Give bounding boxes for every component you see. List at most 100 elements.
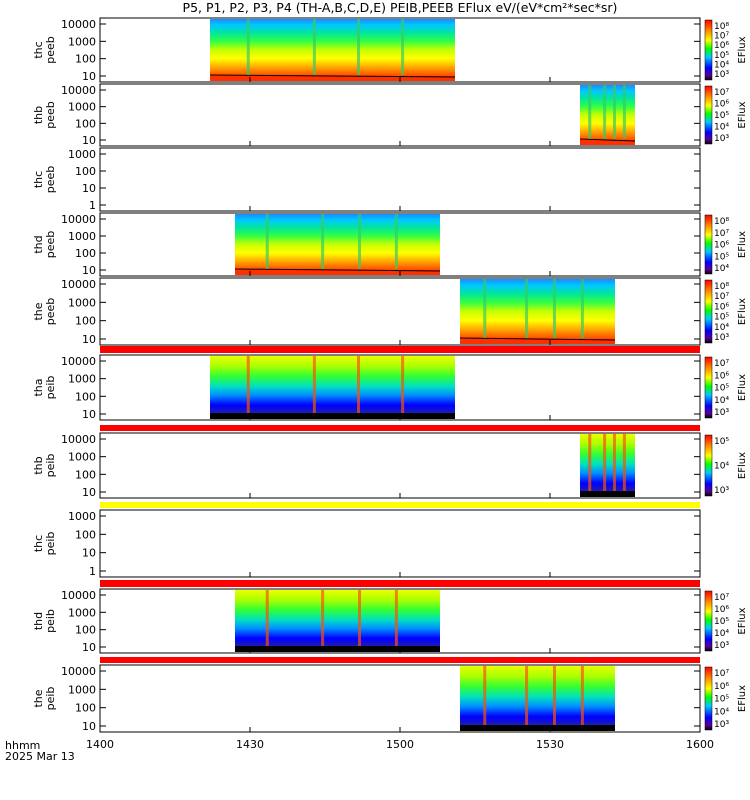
y-tick-label: 100	[75, 165, 96, 178]
colorbar-label: EFlux	[737, 231, 748, 258]
colorbar-tick-label: 10⁴	[714, 60, 729, 70]
colorbar-tick-label: 10⁶	[714, 371, 729, 381]
status-bar	[100, 425, 700, 431]
y-tick-label: 1000	[68, 451, 96, 464]
colorbar-tick-label: 10⁷	[714, 88, 729, 98]
colorbar-tha-peib: 10⁷ 10⁶ 10⁵ 10⁴ 10³ EFlux	[704, 356, 748, 419]
y-axis-label: the	[32, 302, 45, 320]
colorbar-label: EFlux	[737, 374, 748, 401]
streak	[321, 590, 325, 646]
colorbar-the-peib: 10⁷ 10⁶ 10⁵ 10⁴ 10³ EFlux	[704, 666, 748, 731]
colorbar-gradient	[704, 214, 713, 275]
y-axis-label: peeb	[44, 298, 57, 326]
x-axis-label-hhmm: hhmm	[5, 739, 41, 752]
y-axis-label: tha	[32, 378, 45, 396]
panel-thc-peib: 1000 100 10 1 thc peib	[32, 509, 701, 578]
colorbar-gradient	[704, 434, 713, 497]
y-tick-label: 10	[82, 182, 96, 195]
colorbar-tick-label: 10⁵	[714, 437, 729, 447]
colorbar-tick-label: 10⁸	[714, 282, 729, 292]
data-block	[210, 356, 455, 419]
colorbar-tick-label: 10³	[714, 641, 729, 651]
y-tick-label: 1	[89, 199, 96, 212]
data-block-floor	[580, 491, 635, 497]
colorbar-tick-label: 10³	[714, 486, 729, 496]
y-tick-label: 10000	[61, 589, 96, 602]
streak	[401, 19, 405, 75]
colorbar-thb-peib: 10⁵ 10⁴ 10³ EFlux	[704, 434, 748, 497]
y-tick-label: 10	[82, 134, 96, 147]
streak	[580, 279, 584, 338]
y-tick-label: 100	[75, 247, 96, 260]
streak	[401, 356, 405, 413]
colorbar-gradient	[704, 356, 713, 419]
y-axis-label: peib	[44, 687, 57, 711]
streak	[622, 85, 626, 139]
y-tick-label: 1000	[68, 35, 96, 48]
colorbar-tick-label: 10⁷	[714, 292, 729, 302]
y-axis-label: peeb	[44, 36, 57, 64]
y-tick-label: 1	[89, 565, 96, 578]
y-tick-label: 1000	[68, 373, 96, 386]
colorbar-gradient	[704, 19, 713, 81]
streak	[603, 434, 607, 491]
y-axis-label: peeb	[44, 166, 57, 194]
panel-frame	[99, 509, 701, 578]
streak	[525, 666, 529, 725]
y-tick-label: 10	[82, 720, 96, 733]
colorbar-label: EFlux	[737, 452, 748, 479]
colorbar-tick-label: 10⁵	[714, 384, 729, 394]
data-block	[210, 19, 455, 81]
y-tick-label: 10000	[61, 84, 96, 97]
y-tick-label: 100	[75, 390, 96, 403]
y-tick-label: 10	[82, 70, 96, 83]
colorbar-tick-label: 10⁷	[714, 359, 729, 369]
x-tick-label: 1530	[536, 738, 564, 751]
x-tick-label: 1600	[686, 738, 714, 751]
colorbar-tick-label: 10⁶	[714, 41, 729, 51]
y-axis-label: thc	[32, 171, 45, 188]
y-tick-label: 100	[75, 315, 96, 328]
y-tick-label: 10000	[61, 433, 96, 446]
colorbar-tick-label: 10⁷	[714, 593, 729, 603]
y-tick-label: 1000	[68, 683, 96, 696]
colorbar-tick-label: 10⁵	[714, 51, 729, 61]
streak	[613, 434, 616, 491]
streak	[588, 434, 592, 491]
streak	[246, 356, 250, 413]
streak	[312, 19, 316, 75]
streak	[603, 85, 607, 139]
panel-frame	[99, 147, 701, 212]
status-bar	[100, 502, 700, 508]
y-tick-label: 10000	[61, 213, 96, 226]
colorbar-tick-label: 10⁵	[714, 313, 729, 323]
y-tick-label: 1000	[68, 296, 96, 309]
streak	[358, 214, 361, 269]
colorbar-tick-label: 10⁷	[714, 669, 729, 679]
colorbar-tick-label: 10⁵	[714, 695, 729, 705]
colorbar-tick-label: 10⁶	[714, 241, 729, 251]
x-tick-label: 1430	[236, 738, 264, 751]
y-tick-label: 100	[75, 624, 96, 637]
y-axis-label: thc	[32, 41, 45, 58]
colorbar-tick-label: 10⁴	[714, 629, 729, 639]
streak	[483, 279, 487, 338]
colorbar-tick-label: 10³	[714, 134, 729, 144]
y-tick-label: 10	[82, 486, 96, 499]
status-bar	[100, 657, 700, 663]
scpot-line	[579, 138, 636, 142]
y-tick-label: 1000	[68, 101, 96, 114]
colorbar-tick-label: 10⁸	[714, 217, 729, 227]
scpot-line	[234, 268, 441, 272]
y-axis-label: peeb	[44, 101, 57, 129]
streak	[357, 356, 360, 413]
colorbar-tick-label: 10³	[714, 70, 729, 80]
y-tick-label: 10	[82, 264, 96, 277]
colorbar-tick-label: 10⁶	[714, 302, 729, 312]
streak	[246, 19, 250, 75]
y-axis-label: thb	[32, 456, 45, 474]
